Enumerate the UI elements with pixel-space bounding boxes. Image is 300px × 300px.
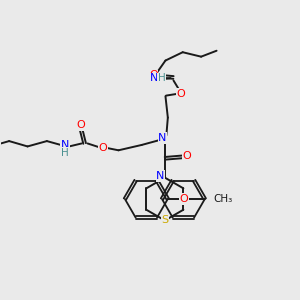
Text: O: O <box>176 89 185 99</box>
Text: N: N <box>158 133 167 143</box>
Text: N: N <box>149 74 158 83</box>
Text: N: N <box>61 140 69 150</box>
Text: O: O <box>99 143 107 153</box>
Text: O: O <box>149 70 158 80</box>
Text: H: H <box>158 74 166 83</box>
Text: O: O <box>77 120 85 130</box>
Text: O: O <box>180 194 188 204</box>
Text: CH₃: CH₃ <box>214 194 233 204</box>
Text: O: O <box>182 151 191 161</box>
Text: N: N <box>156 171 165 181</box>
Text: S: S <box>161 215 168 225</box>
Text: H: H <box>61 148 69 158</box>
